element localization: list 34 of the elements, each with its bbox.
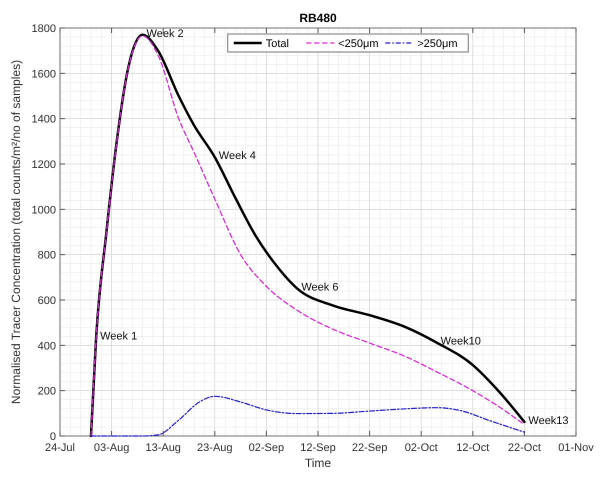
legend-label: Total [266, 38, 289, 50]
x-tick-label: 02-Oct [404, 442, 438, 454]
y-tick-label: 800 [38, 250, 56, 262]
chart-title: RB480 [299, 11, 337, 25]
x-axis-title: Time [304, 456, 332, 470]
annotation: Week10 [440, 336, 481, 348]
y-tick-label: 1400 [32, 114, 56, 126]
annotation: Week 2 [146, 28, 184, 40]
y-tick-label: 1800 [32, 23, 56, 35]
line-series [90, 396, 525, 437]
annotation: Week 6 [301, 282, 338, 294]
y-axis-title: Normalised Tracer Concentration (total counts/m²/no of samples) [9, 60, 23, 404]
y-tick-label: 200 [38, 386, 56, 398]
y-tick-label: 0 [50, 431, 56, 443]
x-tick-label: 22-Oct [508, 442, 541, 454]
x-tick-label: 24-Jul [45, 442, 75, 454]
legend-label: <250μm [338, 38, 379, 50]
x-tick-label: 12-Oct [456, 442, 490, 454]
y-tick-label: 400 [38, 340, 56, 352]
y-tick-label: 1200 [32, 159, 56, 171]
x-tick-label: 01-Nov [558, 442, 594, 454]
x-tick-label: 22-Sep [352, 442, 388, 454]
y-tick-label: 600 [38, 295, 56, 307]
x-tick-label: 23-Aug [197, 442, 233, 454]
annotation: Week13 [528, 414, 569, 427]
legend-label: >250μm [417, 38, 458, 50]
x-tick-label: 12-Sep [300, 442, 336, 454]
x-tick-label: 13-Aug [145, 442, 181, 454]
annotation: Week 1 [100, 330, 138, 343]
x-tick-label: 03-Aug [94, 442, 130, 454]
x-tick-label: 02-Sep [248, 442, 284, 454]
y-tick-label: 1000 [32, 204, 56, 216]
annotation: Week 4 [218, 150, 256, 162]
y-tick-label: 1600 [32, 68, 56, 80]
